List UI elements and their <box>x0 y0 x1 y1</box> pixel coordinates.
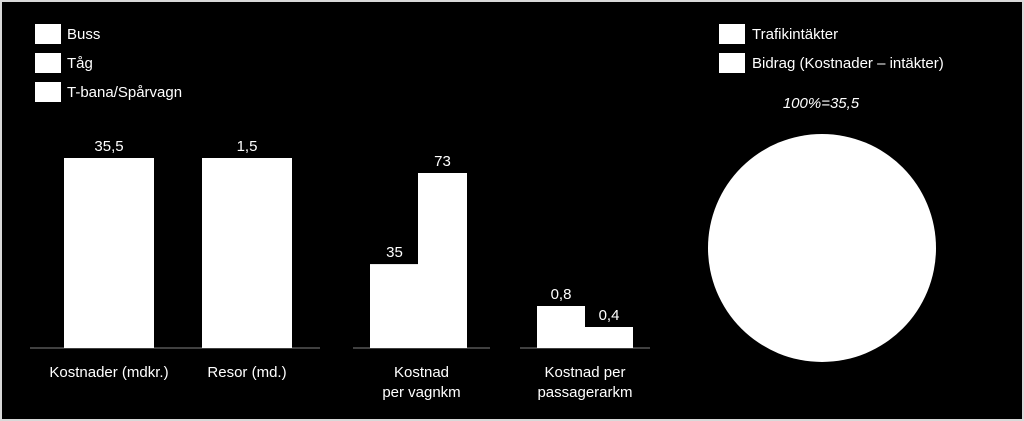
legend-swatch <box>35 53 61 73</box>
category-label: Kostnad per <box>545 364 626 381</box>
pie-legend-swatch <box>719 24 745 44</box>
category-label: Kostnader (mdkr.) <box>49 364 168 381</box>
pie-slice <box>708 134 936 362</box>
category-label: Resor (md.) <box>207 364 286 381</box>
pie-legend-swatch <box>719 53 745 73</box>
category-label: per vagnkm <box>382 384 460 401</box>
bar <box>418 173 467 348</box>
data-label: 35 <box>386 244 403 261</box>
bar <box>64 158 154 348</box>
data-label: 1,5 <box>237 138 258 155</box>
data-label: 0,8 <box>551 286 572 303</box>
data-label: 0,4 <box>599 307 620 324</box>
pie-legend-label: Bidrag (Kostnader – intäkter) <box>752 55 944 72</box>
legend-swatch <box>35 24 61 44</box>
legend-swatch <box>35 82 61 102</box>
bar <box>202 158 292 348</box>
bar <box>537 306 585 348</box>
data-label: 35,5 <box>94 138 123 155</box>
legend-label: Buss <box>67 26 100 43</box>
category-label: Kostnad <box>394 364 449 381</box>
legend-label: T-bana/Spårvagn <box>67 84 182 101</box>
pie-annotation: 100%=35,5 <box>783 95 860 112</box>
bar <box>370 264 419 348</box>
category-label: passagerarkm <box>537 384 632 401</box>
data-label: 73 <box>434 153 451 170</box>
legend-label: Tåg <box>67 55 93 72</box>
pie-legend-label: Trafikintäkter <box>752 26 838 43</box>
bar <box>585 327 633 348</box>
